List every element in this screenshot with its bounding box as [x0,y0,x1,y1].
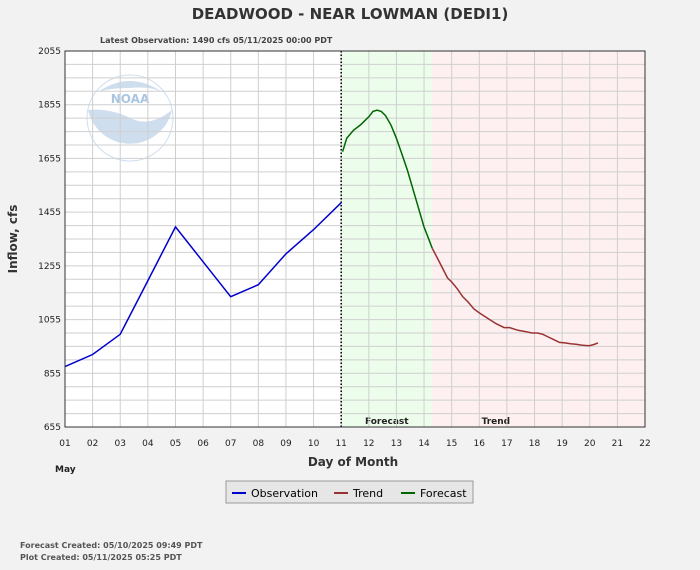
chart-title: DEADWOOD - NEAR LOWMAN (DEDI1) [192,5,509,23]
legend-trend-label: Trend [352,487,383,500]
y-axis-label: Inflow, cfs [6,205,20,274]
y-tick-label: 655 [44,423,61,433]
month-label: May [55,465,76,475]
x-tick-label: 02 [87,439,98,449]
x-tick-labels: 01 02 03 04 05 06 07 08 09 10 11 12 13 14 15 16 17 18 19 20… [59,439,650,449]
series-forecast-line [341,109,434,249]
x-tick-label: 06 [197,439,209,449]
x-tick-label: 14 [418,439,430,449]
x-tick-label: 05 [170,439,181,449]
x-tick-label: 12 [363,439,374,449]
y-tick-label: 1255 [38,262,61,272]
series-trend-line [431,248,599,347]
x-tick-label: 18 [529,439,541,449]
x-tick-label: 21 [612,439,623,449]
forecast-created-text: Forecast Created: 05/10/2025 09:49 PDT [20,541,203,550]
y-tick-label: 1655 [38,154,61,164]
x-tick-label: 20 [584,439,596,449]
grid-lines [65,51,645,427]
x-tick-label: 07 [225,439,236,449]
y-tick-label: 1055 [38,316,61,326]
x-axis-label: Day of Month [308,455,398,469]
data-series [64,51,599,427]
x-tick-label: 11 [335,439,346,449]
region-label-trend: Trend [482,417,511,427]
x-tick-label: 09 [280,439,292,449]
x-tick-label: 04 [142,439,154,449]
y-tick-label: 1855 [38,101,61,111]
plot-created-text: Plot Created: 05/11/2025 05:25 PDT [20,553,182,562]
y-tick-label: 1455 [38,208,61,218]
x-tick-label: 03 [115,439,126,449]
noaa-logo-gull [98,81,162,92]
x-tick-label: 01 [59,439,70,449]
x-tick-label: 10 [308,439,320,449]
x-tick-label: 08 [253,439,265,449]
x-tick-label: 16 [474,439,486,449]
y-tick-label: 855 [44,369,61,379]
y-tick-labels: 655 855 1055 1255 1455 1655 1855 2055 [38,47,61,433]
legend-observation-label: Observation [251,487,318,500]
x-tick-label: 22 [639,439,650,449]
x-tick-label: 15 [446,439,457,449]
x-tick-label: 13 [391,439,402,449]
x-tick-label: 17 [501,439,512,449]
region-label-forecast: Forecast [365,417,409,427]
noaa-logo-text: NOAA [111,92,150,106]
legend: Observation Trend Forecast [225,480,474,504]
y-tick-label: 2055 [38,47,61,57]
x-tick-label: 19 [556,439,568,449]
plot-border [64,50,646,428]
legend-box [225,480,474,504]
legend-forecast-label: Forecast [420,487,467,500]
latest-observation-subtitle: Latest Observation: 1490 cfs 05/11/2025 … [100,36,333,45]
series-observation-line [64,202,342,368]
